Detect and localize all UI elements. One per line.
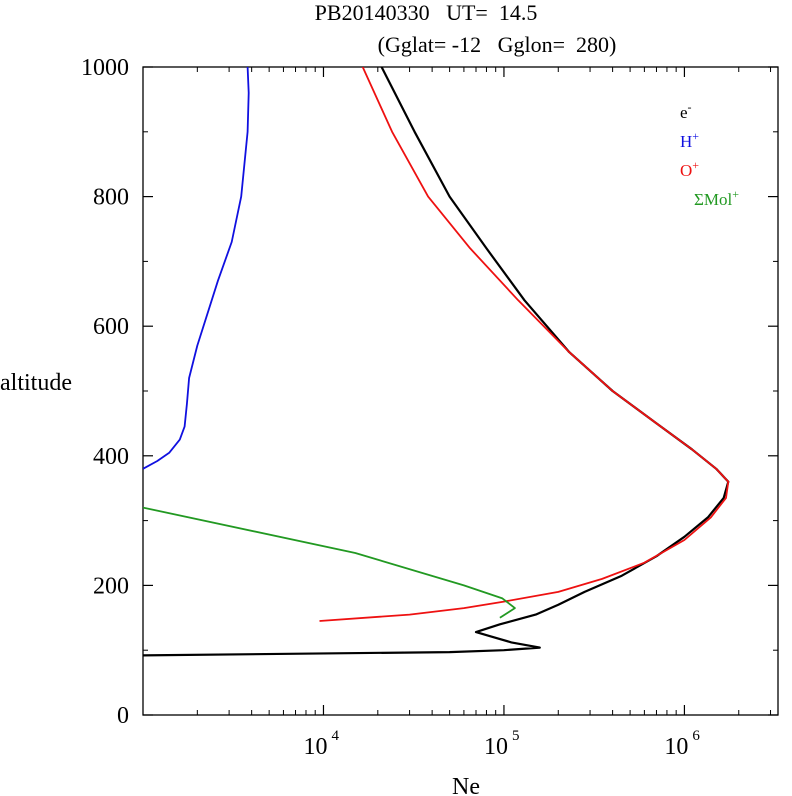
x-tick-label: 10 <box>664 734 688 760</box>
y-tick-label: 0 <box>117 703 129 729</box>
ticks-layer <box>143 66 778 716</box>
x-tick-exponent: 4 <box>331 728 339 744</box>
series-line-0 <box>143 67 730 657</box>
series-line-1 <box>319 67 730 622</box>
y-tick-label: 200 <box>93 573 129 599</box>
y-tick-label: 1000 <box>81 55 129 81</box>
legend-item-0: e- <box>680 100 692 122</box>
series-group <box>143 67 730 657</box>
chart-title-line1: PB20140330 UT= 14.5 <box>315 0 538 25</box>
x-tick-exponent: 5 <box>512 728 520 744</box>
chart-title-line2: (Gglat= -12 Gglon= 280) <box>378 32 617 57</box>
y-axis-label: altitude <box>0 370 72 396</box>
legend-item-1: H+ <box>680 129 699 151</box>
legend-item-2: O+ <box>680 158 699 180</box>
x-tick-label: 10 <box>303 734 327 760</box>
legend: e- H+ O+ ΣMol+ <box>680 100 739 209</box>
series-line-2 <box>143 67 250 470</box>
y-tick-label: 800 <box>93 185 129 211</box>
legend-item-3: ΣMol+ <box>694 187 739 209</box>
x-axis-label: Ne <box>452 774 480 796</box>
series-line-3 <box>143 506 516 619</box>
y-tick-label: 400 <box>93 444 129 470</box>
x-tick-exponent: 6 <box>692 728 700 744</box>
y-tick-label: 600 <box>93 314 129 340</box>
x-tick-label: 10 <box>484 734 508 760</box>
series-layer <box>143 67 730 657</box>
